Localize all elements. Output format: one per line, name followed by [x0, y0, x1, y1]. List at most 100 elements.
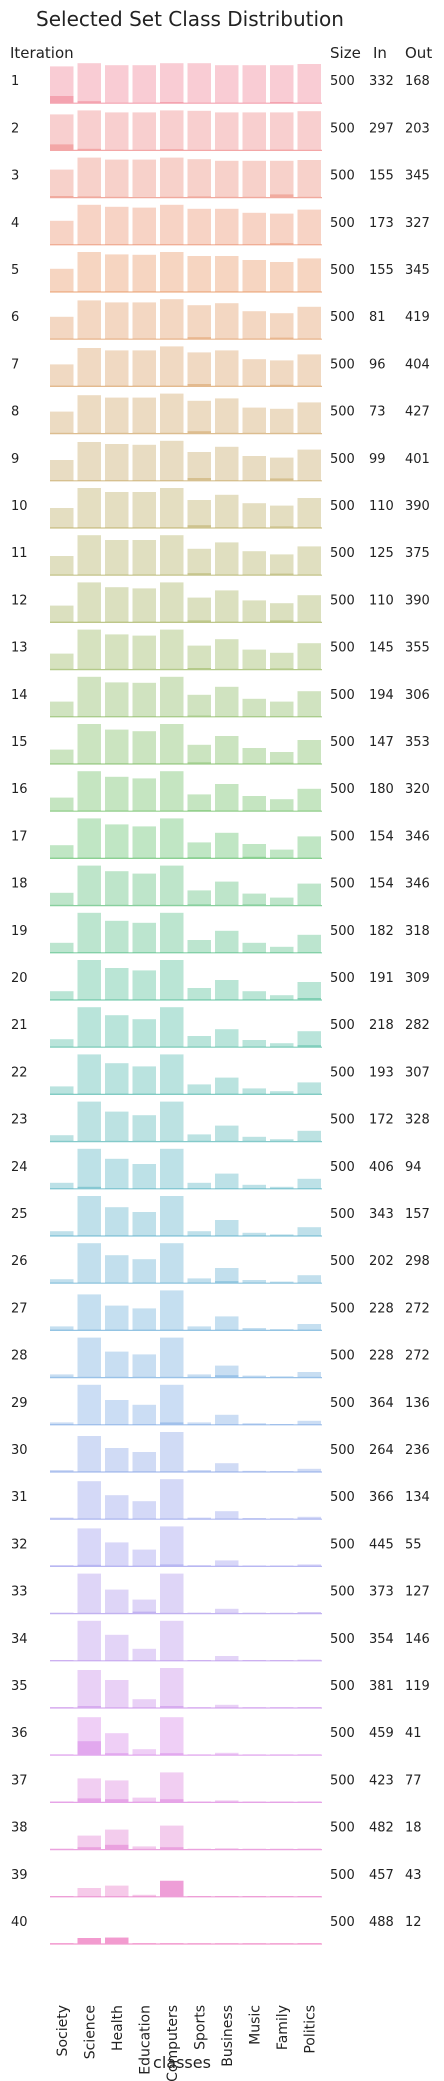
selected-bar [270, 1093, 294, 1095]
in-value: 406 [369, 1160, 394, 1175]
selected-bar [242, 1848, 266, 1850]
bar [105, 682, 129, 717]
bar [77, 1436, 101, 1472]
out-value: 55 [405, 1537, 422, 1552]
iteration-row: 23 500 172 328 [11, 1101, 430, 1143]
selected-bar [132, 1801, 156, 1803]
selected-bar [77, 763, 101, 764]
selected-bar [160, 1376, 184, 1378]
size-value: 500 [330, 688, 355, 703]
selected-bar [242, 856, 266, 859]
iteration-row: 29 500 364 136 [11, 1384, 430, 1426]
bar [297, 1082, 321, 1095]
bar [77, 1481, 101, 1520]
iteration-label: 28 [11, 1349, 28, 1364]
selected-bar [105, 574, 129, 576]
bar [132, 826, 156, 859]
bar [270, 213, 294, 245]
selected-bar [187, 1140, 211, 1142]
selected-bar [242, 716, 266, 717]
in-value: 459 [369, 1726, 394, 1741]
bar [242, 1136, 266, 1142]
bar [160, 1196, 184, 1236]
selected-bar [105, 244, 129, 245]
out-value: 236 [405, 1443, 430, 1458]
in-value: 96 [369, 357, 386, 372]
selected-bar [105, 1093, 129, 1095]
selected-bar [270, 999, 294, 1000]
bar [160, 1148, 184, 1189]
selected-bar [215, 1375, 239, 1378]
bar [105, 776, 129, 812]
bar [50, 942, 74, 953]
bar [105, 1885, 129, 1897]
selected-bar [105, 1937, 129, 1944]
selected-bar [77, 527, 101, 528]
bar [105, 1207, 129, 1236]
selected-bar [270, 102, 294, 104]
selected-bar [105, 291, 129, 292]
bar [242, 1184, 266, 1189]
selected-bar [215, 1848, 239, 1850]
selected-bar [50, 1424, 74, 1425]
size-value: 500 [330, 1915, 355, 1930]
bar [215, 542, 239, 576]
selected-bar [160, 1235, 184, 1236]
bar [132, 207, 156, 245]
in-value: 173 [369, 216, 394, 231]
bar [160, 1337, 184, 1378]
selected-bar [160, 1329, 184, 1331]
selected-bar [297, 810, 321, 812]
selected-bar [132, 1754, 156, 1756]
out-value: 390 [405, 593, 430, 608]
selected-bar [105, 1235, 129, 1236]
selected-bar [242, 1801, 266, 1803]
bar [77, 488, 101, 528]
selected-bar [132, 1140, 156, 1142]
selected-bar [215, 1329, 239, 1331]
in-value: 180 [369, 782, 394, 797]
size-value: 500 [330, 216, 355, 231]
bar [105, 587, 129, 623]
bar [50, 508, 74, 528]
selected-bar [270, 243, 294, 245]
size-value: 500 [330, 499, 355, 514]
size-value: 500 [330, 1207, 355, 1222]
bar [105, 871, 129, 906]
bar [77, 724, 101, 764]
bar [242, 844, 266, 859]
iteration-label: 24 [11, 1160, 28, 1175]
selected-bar [50, 527, 74, 528]
bar [242, 456, 266, 481]
bar [160, 771, 184, 812]
selected-bar [160, 1518, 184, 1520]
in-value: 110 [369, 499, 394, 514]
bar [132, 1749, 156, 1756]
selected-bar [297, 1518, 321, 1520]
bar [270, 652, 294, 670]
bar [105, 1063, 129, 1095]
bar [50, 1182, 74, 1189]
selected-bar [270, 952, 294, 953]
bar [215, 784, 239, 812]
bar [242, 893, 266, 906]
bar [215, 303, 239, 340]
x-axis-label: classes [153, 2053, 211, 2072]
size-value: 500 [330, 782, 355, 797]
selected-bar [215, 1140, 239, 1142]
bar [297, 1420, 321, 1425]
bar [50, 749, 74, 764]
selected-bar [132, 1424, 156, 1425]
selected-bar [50, 385, 74, 387]
selected-bar [50, 904, 74, 906]
selected-bar [297, 668, 321, 670]
in-value: 264 [369, 1443, 394, 1458]
selected-bar [215, 1471, 239, 1472]
bar [242, 112, 266, 151]
selected-bar [132, 857, 156, 859]
selected-bar [105, 527, 129, 528]
selected-bar [297, 763, 321, 764]
selected-bar [77, 1186, 101, 1189]
selected-bar [187, 1046, 211, 1048]
selected-bar [77, 716, 101, 717]
